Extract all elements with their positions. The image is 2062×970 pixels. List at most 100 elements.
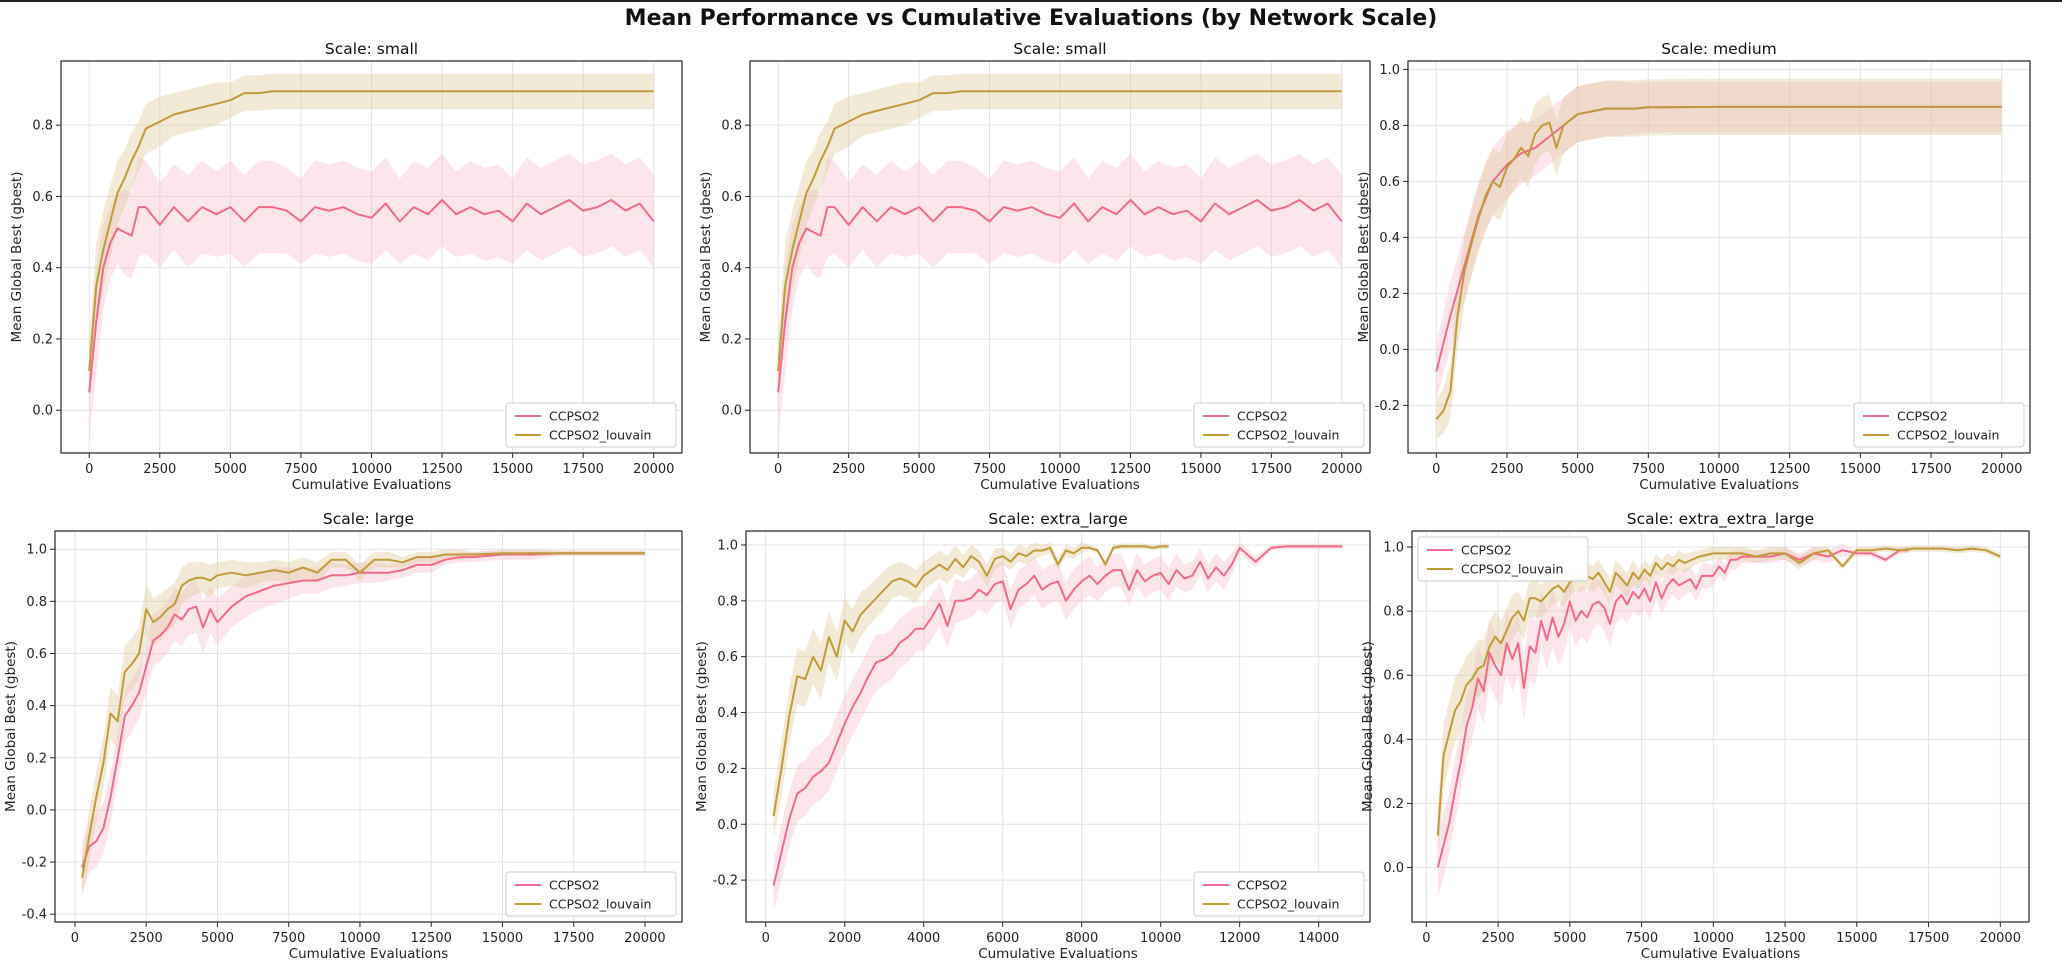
legend: CCPSO2 CCPSO2_louvain xyxy=(505,871,677,917)
x-tick-label: 2500 xyxy=(1490,462,1523,477)
line-CCPSO2 xyxy=(772,545,1343,886)
legend: CCPSO2 CCPSO2_louvain xyxy=(1417,536,1589,582)
figure-top-border xyxy=(0,0,2062,2)
y-tick-label: -0.2 xyxy=(713,874,738,889)
panel-title: Scale: extra_large xyxy=(988,510,1127,529)
x-tick-label: 20000 xyxy=(624,931,665,946)
x-tick-label: 20000 xyxy=(1321,462,1362,477)
panel-title: Scale: medium xyxy=(1661,40,1777,58)
axes-frame xyxy=(54,530,683,923)
x-tick-label: 17500 xyxy=(1910,462,1951,477)
y-tick-label: 0.4 xyxy=(721,261,742,276)
x-tick-label: 12500 xyxy=(1769,462,1810,477)
x-tick-label: 10000 xyxy=(339,931,380,946)
plot-area xyxy=(772,542,1343,911)
band-CCPSO2 xyxy=(1436,80,2002,400)
y-tick-label: 0.8 xyxy=(1379,119,1400,134)
x-tick-label: 5000 xyxy=(903,462,936,477)
axes-frame xyxy=(1411,530,2030,923)
x-tick-label: 10000 xyxy=(1039,462,1080,477)
y-tick-label: 0.4 xyxy=(717,706,738,721)
x-tick-label: 5000 xyxy=(201,931,234,946)
panel-title: Scale: small xyxy=(325,40,418,58)
legend: CCPSO2 CCPSO2_louvain xyxy=(1193,871,1365,917)
y-tick-label: 0.0 xyxy=(721,404,742,419)
x-tick-label: 6000 xyxy=(986,931,1019,946)
plot-area xyxy=(777,73,1343,439)
x-tick-label: 2500 xyxy=(143,462,176,477)
legend-entry: CCPSO2_louvain xyxy=(549,428,651,443)
legend-box xyxy=(1193,871,1365,917)
x-tick-label: 0 xyxy=(71,931,79,946)
panel-title: Scale: extra_extra_large xyxy=(1627,510,1814,529)
x-axis-label: Cumulative Evaluations xyxy=(980,477,1140,493)
panel-title: Scale: large xyxy=(323,510,414,528)
y-tick-label: 0.2 xyxy=(32,332,53,347)
y-tick-label: 1.0 xyxy=(717,538,738,553)
y-tick-label: 0.6 xyxy=(32,190,53,205)
x-tick-label: 15000 xyxy=(492,462,533,477)
plot-area xyxy=(1435,78,2002,440)
x-tick-label: 10000 xyxy=(351,462,392,477)
legend-entry: CCPSO2 xyxy=(549,878,600,893)
panel-3: 0 2500 5000 7500 10000 12500 15000 17500 20000 -0… xyxy=(1356,40,2031,493)
y-tick-label: 0.0 xyxy=(717,818,738,833)
x-tick-label: 12500 xyxy=(421,462,462,477)
y-tick-label: 0.6 xyxy=(717,650,738,665)
x-tick-label: 0 xyxy=(85,462,93,477)
x-tick-label: 2500 xyxy=(130,931,163,946)
axes-frame xyxy=(745,530,1371,923)
y-tick-label: 1.0 xyxy=(1383,541,1404,556)
y-tick-label: 0.6 xyxy=(26,647,47,662)
x-tick-label: 20000 xyxy=(1981,462,2022,477)
x-tick-label: 15000 xyxy=(482,931,523,946)
y-tick-label: 1.0 xyxy=(26,543,47,558)
legend-entry: CCPSO2_louvain xyxy=(549,897,651,912)
legend: CCPSO2 CCPSO2_louvain xyxy=(505,402,677,448)
figure-title: Mean Performance vs Cumulative Evaluatio… xyxy=(624,6,1438,31)
legend-entry: CCPSO2 xyxy=(549,409,600,424)
x-tick-label: 2500 xyxy=(832,462,865,477)
x-tick-label: 17500 xyxy=(553,931,594,946)
x-tick-label: 17500 xyxy=(563,462,604,477)
y-axis-label: Mean Global Best (gbest) xyxy=(694,641,710,812)
band-CCPSO2_louvain xyxy=(89,73,654,400)
line-CCPSO2_louvain xyxy=(772,545,1169,817)
line-CCPSO2_louvain xyxy=(777,90,1342,372)
y-tick-label: 0.0 xyxy=(32,404,53,419)
panel-5: 0 2000 4000 6000 8000 10000 12000 14000 -0.2 0.0 0… xyxy=(694,510,1371,962)
line-CCPSO2 xyxy=(81,552,645,868)
x-tick-label: 8000 xyxy=(1065,931,1098,946)
line-CCPSO2_louvain xyxy=(1436,547,2001,836)
legend-entry: CCPSO2_louvain xyxy=(1897,428,1999,443)
band-CCPSO2 xyxy=(89,153,654,439)
x-tick-label: 12500 xyxy=(411,931,452,946)
band-CCPSO2_louvain xyxy=(1436,78,2002,440)
x-tick-label: 7500 xyxy=(284,462,317,477)
y-tick-label: 0.8 xyxy=(717,594,738,609)
x-axis-label: Cumulative Evaluations xyxy=(1639,477,1799,493)
x-tick-label: 5000 xyxy=(1561,462,1594,477)
legend: CCPSO2 CCPSO2_louvain xyxy=(1853,402,2025,448)
y-tick-label: 0.0 xyxy=(1383,861,1404,876)
y-tick-label: -0.2 xyxy=(1375,399,1400,414)
x-axis-label: Cumulative Evaluations xyxy=(1641,946,1801,962)
y-tick-label: 0.2 xyxy=(26,751,47,766)
x-tick-label: 12500 xyxy=(1110,462,1151,477)
x-tick-label: 5000 xyxy=(214,462,247,477)
y-tick-label: 0.8 xyxy=(26,595,47,610)
x-tick-label: 10000 xyxy=(1698,462,1739,477)
legend-box xyxy=(1193,402,1365,448)
x-tick-label: 7500 xyxy=(272,931,305,946)
y-tick-label: 0.2 xyxy=(1379,287,1400,302)
y-axis-label: Mean Global Best (gbest) xyxy=(1360,641,1376,812)
x-tick-label: 0 xyxy=(1422,931,1430,946)
x-tick-label: 7500 xyxy=(973,462,1006,477)
plot-area xyxy=(1436,543,2001,900)
line-CCPSO2_louvain xyxy=(88,90,654,372)
plot-area xyxy=(81,549,646,899)
y-tick-label: 0.4 xyxy=(32,261,53,276)
x-tick-label: 15000 xyxy=(1180,462,1221,477)
band-CCPSO2 xyxy=(1437,543,1909,900)
y-tick-label: 0.2 xyxy=(721,332,742,347)
